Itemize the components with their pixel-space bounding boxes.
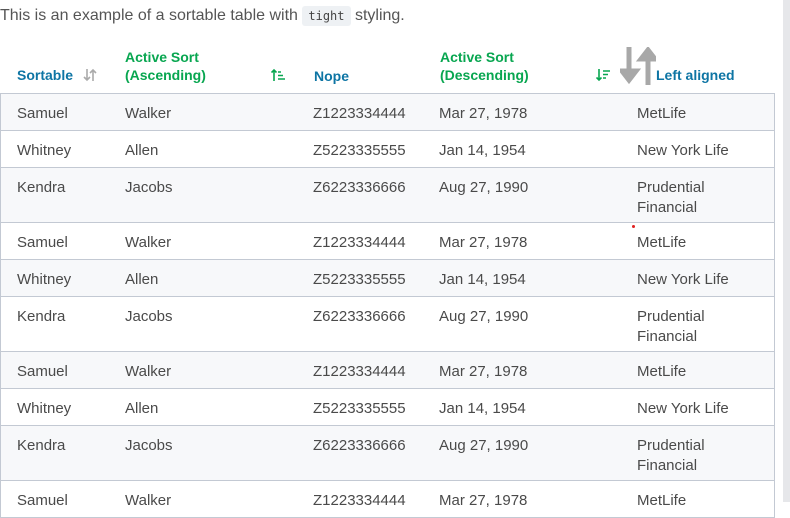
table-cell: MetLife [637, 105, 687, 122]
table-cell: Kendra [17, 437, 66, 454]
table-cell: Allen [125, 271, 159, 288]
table-cell: Z6223336666 [313, 179, 406, 196]
table-cell: Kendra [17, 179, 66, 196]
table-cell: Jacobs [125, 308, 173, 325]
table-cell: Z5223335555 [313, 400, 406, 417]
table-cell: New York Life [637, 142, 729, 159]
header-sortable[interactable]: Sortable [17, 66, 97, 84]
table-cell: Mar 27, 1978 [439, 234, 528, 251]
table-row: Whitney Allen Z5223335555 Jan 14, 1954 New Y… [1, 131, 774, 168]
sort-ascending-icon[interactable] [271, 68, 286, 82]
table-cell: Mar 27, 1978 [439, 363, 528, 380]
table-cell: Aug 27, 1990 [439, 437, 529, 454]
intro-text: This is an example of a sortable table w… [0, 6, 405, 26]
table-row: Whitney Allen Z5223335555 Jan 14, 1954 New Y… [1, 389, 774, 426]
table-row: Kendra Jacobs Z6223336666 Aug 27, 1990 Prude… [1, 168, 774, 223]
table-cell: Jan 14, 1954 [439, 142, 526, 159]
table-row: Kendra Jacobs Z6223336666 Aug 27, 1990 Prude… [1, 426, 774, 481]
table-cell: MetLife [637, 363, 687, 380]
table-cell: Samuel [17, 492, 68, 509]
code-tight: tight [302, 6, 351, 26]
sort-descending-icon[interactable] [596, 68, 611, 82]
table-cell: Kendra [17, 308, 66, 325]
table-cell: Z5223335555 [313, 271, 406, 288]
table-cell: Jan 14, 1954 [439, 271, 526, 288]
table-cell: Whitney [17, 271, 72, 288]
table-cell: Jacobs [125, 179, 173, 196]
table-cell: Walker [125, 234, 172, 251]
table-cell: Z1223334444 [313, 492, 406, 509]
sort-neutral-icon [83, 68, 97, 82]
table-row: Samuel Walker Z1223334444 Mar 27, 1978 MetLi… [1, 94, 774, 131]
table-cell: Mar 27, 1978 [439, 492, 528, 509]
table-cell: Z6223336666 [313, 437, 406, 454]
table-cell: Samuel [17, 234, 68, 251]
header-line1: Active Sort [125, 49, 199, 65]
table-cell: Allen [125, 400, 159, 417]
table-cell: Aug 27, 1990 [439, 308, 529, 325]
table-cell: Walker [125, 363, 172, 380]
table-row: Samuel Walker Z1223334444 Mar 27, 1978 MetLi… [1, 352, 774, 389]
table-cell: Walker [125, 492, 172, 509]
table-cell: MetLife [637, 234, 687, 251]
table-row: Kendra Jacobs Z6223336666 Aug 27, 1990 Prude… [1, 297, 774, 352]
header-nope: Nope [314, 67, 349, 85]
header-line2: (Ascending) [125, 67, 206, 83]
table-cell: Walker [125, 105, 172, 122]
sort-large-icon[interactable] [620, 47, 656, 85]
red-dot [632, 225, 635, 228]
table-row: Samuel Walker Z1223334444 Mar 27, 1978 MetLi… [1, 481, 774, 518]
header-label: Left aligned [656, 67, 735, 83]
header-active-asc[interactable]: Active Sort (Ascending) [125, 48, 206, 84]
header-line1: Active Sort [440, 49, 514, 65]
scrollbar[interactable] [783, 0, 790, 502]
table-cell: Allen [125, 142, 159, 159]
table-cell: Aug 27, 1990 [439, 179, 529, 196]
header-left-aligned[interactable]: Left aligned [656, 66, 735, 84]
header-active-desc[interactable]: Active Sort (Descending) [440, 48, 529, 84]
table-cell: Samuel [17, 363, 68, 380]
table-cell: Whitney [17, 400, 72, 417]
data-table: Samuel Walker Z1223334444 Mar 27, 1978 MetLi… [0, 93, 775, 518]
table-cell: Whitney [17, 142, 72, 159]
intro-after: styling. [350, 7, 405, 24]
table-cell: Z1223334444 [313, 363, 406, 380]
table-cell: Samuel [17, 105, 68, 122]
table-cell: Mar 27, 1978 [439, 105, 528, 122]
table-cell: MetLife [637, 492, 687, 509]
table-cell: New York Life [637, 400, 729, 417]
table-cell: Z6223336666 [313, 308, 406, 325]
table-cell: New York Life [637, 271, 729, 288]
table-cell: Jan 14, 1954 [439, 400, 526, 417]
table-cell: Z5223335555 [313, 142, 406, 159]
table-cell: Z1223334444 [313, 234, 406, 251]
header-label: Sortable [17, 67, 74, 83]
intro-before: This is an example of a sortable table w… [0, 7, 303, 24]
table-row: Whitney Allen Z5223335555 Jan 14, 1954 New Y… [1, 260, 774, 297]
table-cell: Jacobs [125, 437, 173, 454]
table-cell: Prudential Financial [637, 179, 705, 216]
table-row: Samuel Walker Z1223334444 Mar 27, 1978 MetLi… [1, 223, 774, 260]
header-label: Nope [314, 68, 349, 84]
table-header: Sortable Active Sort (Ascending) Nope Act… [0, 45, 775, 93]
table-cell: Prudential Financial [637, 437, 705, 474]
table-cell: Z1223334444 [313, 105, 406, 122]
table-cell: Prudential Financial [637, 308, 705, 345]
header-line2: (Descending) [440, 67, 529, 83]
